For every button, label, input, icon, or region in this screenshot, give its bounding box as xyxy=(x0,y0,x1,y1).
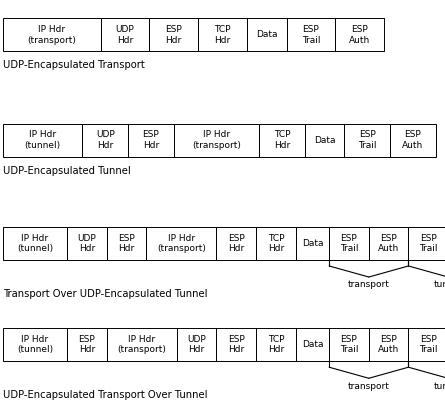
FancyBboxPatch shape xyxy=(107,227,146,260)
FancyBboxPatch shape xyxy=(329,328,369,361)
Text: Data: Data xyxy=(302,340,323,349)
FancyBboxPatch shape xyxy=(107,328,177,361)
Text: ESP
Auth: ESP Auth xyxy=(378,234,399,253)
Text: ESP
Auth: ESP Auth xyxy=(378,335,399,354)
FancyBboxPatch shape xyxy=(174,124,259,157)
FancyBboxPatch shape xyxy=(295,227,329,260)
Text: ESP
Trail: ESP Trail xyxy=(419,335,437,354)
FancyBboxPatch shape xyxy=(146,227,216,260)
FancyBboxPatch shape xyxy=(82,124,128,157)
FancyBboxPatch shape xyxy=(128,124,174,157)
Text: Transport Over UDP-Encapsulated Tunnel: Transport Over UDP-Encapsulated Tunnel xyxy=(3,289,207,299)
FancyBboxPatch shape xyxy=(216,227,256,260)
Text: ESP
Hdr: ESP Hdr xyxy=(228,335,245,354)
FancyBboxPatch shape xyxy=(216,328,256,361)
FancyBboxPatch shape xyxy=(101,18,150,51)
FancyBboxPatch shape xyxy=(390,124,436,157)
FancyBboxPatch shape xyxy=(177,328,216,361)
Text: TCP
Hdr: TCP Hdr xyxy=(214,25,231,45)
FancyBboxPatch shape xyxy=(344,124,390,157)
Text: ESP
Hdr: ESP Hdr xyxy=(78,335,95,354)
Text: ESP
Trail: ESP Trail xyxy=(302,25,320,45)
Text: Data: Data xyxy=(302,239,323,248)
FancyBboxPatch shape xyxy=(409,227,445,260)
Text: UDP
Hdr: UDP Hdr xyxy=(96,130,114,150)
Text: ESP
Trail: ESP Trail xyxy=(340,335,358,354)
Text: ESP
Hdr: ESP Hdr xyxy=(166,25,182,45)
Text: tunnel: tunnel xyxy=(433,382,445,390)
Text: UDP-Encapsulated Transport Over Tunnel: UDP-Encapsulated Transport Over Tunnel xyxy=(3,390,207,401)
Text: UDP-Encapsulated Tunnel: UDP-Encapsulated Tunnel xyxy=(3,166,131,176)
FancyBboxPatch shape xyxy=(247,18,287,51)
FancyBboxPatch shape xyxy=(369,328,409,361)
FancyBboxPatch shape xyxy=(3,18,101,51)
Text: TCP
Hdr: TCP Hdr xyxy=(267,234,284,253)
FancyBboxPatch shape xyxy=(256,328,295,361)
Text: TCP
Hdr: TCP Hdr xyxy=(274,130,290,150)
Text: Data: Data xyxy=(256,30,277,39)
Text: ESP
Trail: ESP Trail xyxy=(419,234,437,253)
FancyBboxPatch shape xyxy=(150,18,198,51)
FancyBboxPatch shape xyxy=(305,124,344,157)
FancyBboxPatch shape xyxy=(67,328,107,361)
FancyBboxPatch shape xyxy=(335,18,384,51)
Text: UDP
Hdr: UDP Hdr xyxy=(77,234,96,253)
FancyBboxPatch shape xyxy=(295,328,329,361)
Text: UDP-Encapsulated Transport: UDP-Encapsulated Transport xyxy=(3,60,145,70)
Text: transport: transport xyxy=(348,382,390,390)
Text: IP Hdr
(transport): IP Hdr (transport) xyxy=(157,234,206,253)
Text: UDP
Hdr: UDP Hdr xyxy=(116,25,134,45)
Text: IP Hdr
(transport): IP Hdr (transport) xyxy=(117,335,166,354)
Text: Data: Data xyxy=(314,136,336,145)
Text: tunnel: tunnel xyxy=(433,280,445,289)
FancyBboxPatch shape xyxy=(3,227,67,260)
FancyBboxPatch shape xyxy=(259,124,305,157)
Text: IP Hdr
(transport): IP Hdr (transport) xyxy=(192,130,241,150)
Text: ESP
Trail: ESP Trail xyxy=(358,130,376,150)
FancyBboxPatch shape xyxy=(256,227,295,260)
Text: ESP
Hdr: ESP Hdr xyxy=(228,234,245,253)
Text: IP Hdr
(transport): IP Hdr (transport) xyxy=(28,25,76,45)
Text: ESP
Hdr: ESP Hdr xyxy=(142,130,159,150)
Text: ESP
Auth: ESP Auth xyxy=(349,25,370,45)
Text: TCP
Hdr: TCP Hdr xyxy=(267,335,284,354)
Text: ESP
Hdr: ESP Hdr xyxy=(118,234,135,253)
FancyBboxPatch shape xyxy=(198,18,247,51)
Text: ESP
Trail: ESP Trail xyxy=(340,234,358,253)
Text: UDP
Hdr: UDP Hdr xyxy=(187,335,206,354)
FancyBboxPatch shape xyxy=(329,227,369,260)
Text: IP Hdr
(tunnel): IP Hdr (tunnel) xyxy=(17,234,53,253)
Text: ESP
Auth: ESP Auth xyxy=(402,130,424,150)
FancyBboxPatch shape xyxy=(67,227,107,260)
Text: IP Hdr
(tunnel): IP Hdr (tunnel) xyxy=(24,130,61,150)
Text: IP Hdr
(tunnel): IP Hdr (tunnel) xyxy=(17,335,53,354)
FancyBboxPatch shape xyxy=(409,328,445,361)
FancyBboxPatch shape xyxy=(3,328,67,361)
Text: transport: transport xyxy=(348,280,390,289)
FancyBboxPatch shape xyxy=(369,227,409,260)
FancyBboxPatch shape xyxy=(287,18,335,51)
FancyBboxPatch shape xyxy=(3,124,82,157)
